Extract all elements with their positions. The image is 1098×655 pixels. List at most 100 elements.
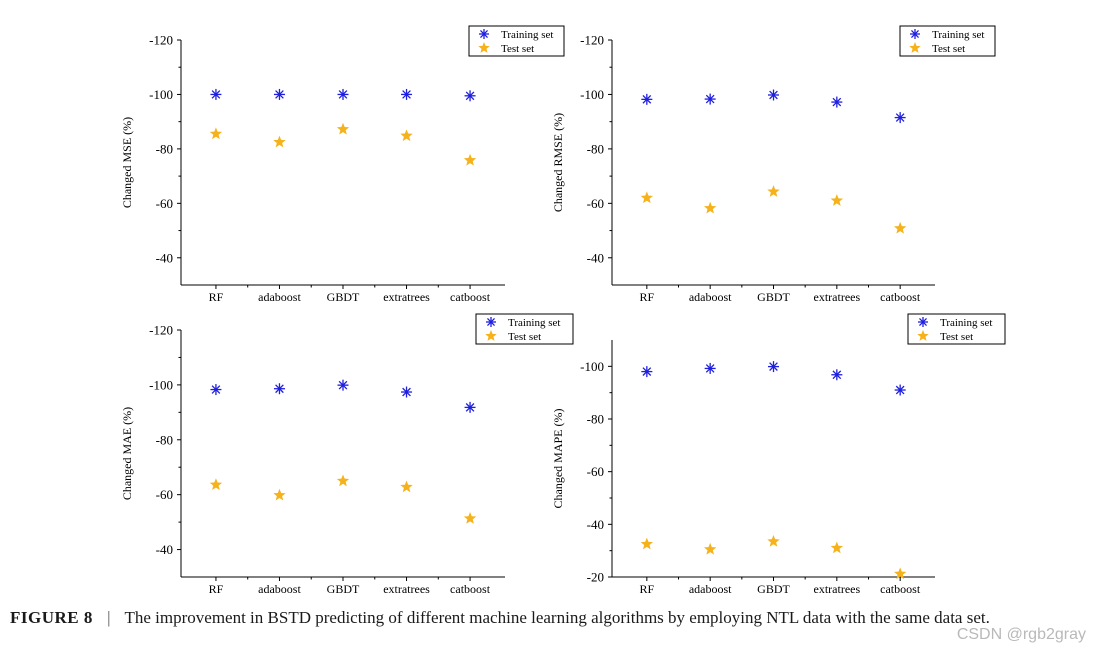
data-point-training-set (641, 366, 653, 378)
y-axis-label: Changed RMSE (%) (551, 113, 565, 212)
x-tick-label: GBDT (327, 290, 360, 304)
data-point-test-set (703, 201, 717, 214)
watermark: CSDN @rgb2gray (956, 626, 1086, 643)
legend-box (907, 313, 1006, 345)
x-tick-label: catboost (450, 582, 491, 596)
data-point-test-set (336, 122, 350, 135)
legend-label: Training set (932, 29, 984, 41)
y-tick-label: -100 (149, 87, 173, 102)
legend-label: Training set (501, 29, 553, 41)
legend-box (475, 313, 574, 345)
data-point-test-set (400, 129, 413, 142)
y-tick-label: -100 (149, 377, 173, 392)
legend-marker-test-set (478, 42, 490, 53)
x-tick-label: adaboost (689, 290, 732, 304)
x-tick-label: adaboost (258, 582, 301, 596)
data-point-test-set (273, 488, 286, 501)
legend-label: Training set (940, 317, 992, 329)
data-point-test-set (463, 512, 477, 524)
x-tick-label: catboost (450, 290, 491, 304)
data-point-training-set (768, 89, 779, 101)
y-tick-label: -80 (156, 432, 173, 447)
data-point-training-set (831, 96, 843, 108)
legend-label: Test set (940, 331, 973, 343)
chart-panel-2: -120 -100 -80 -60 -40 RF adaboost GBDT extratree… (551, 25, 996, 304)
data-point-training-set (894, 112, 906, 124)
legend-box (899, 25, 996, 57)
data-point-training-set (273, 88, 285, 100)
data-point-training-set (704, 362, 716, 374)
legend-marker-test-set (485, 330, 497, 341)
data-point-training-set (641, 93, 653, 105)
data-point-training-set (337, 379, 349, 391)
x-tick-label: RF (639, 582, 654, 596)
figure-charts: -120 -100 -80 -60 -40 RF adaboost GBDT extratree… (120, 25, 1006, 596)
y-axis-label: Changed MSE (%) (120, 117, 134, 208)
x-tick-label: extratrees (383, 582, 430, 596)
legend-label: Test set (932, 43, 965, 55)
x-tick-label: GBDT (757, 582, 790, 596)
data-point-training-set (704, 93, 716, 105)
legend-marker-test-set (917, 330, 929, 341)
y-tick-label: -60 (156, 487, 173, 502)
legend-label: Test set (501, 43, 534, 55)
legend-marker-training-set (486, 317, 496, 327)
x-tick-label: extratrees (814, 582, 861, 596)
y-tick-label: -120 (580, 33, 604, 48)
data-point-test-set (830, 194, 844, 206)
caption-text: The improvement in BSTD predicting of di… (124, 608, 990, 627)
data-point-training-set (401, 88, 413, 100)
data-point-training-set (210, 88, 222, 100)
data-point-training-set (894, 384, 906, 396)
data-point-test-set (463, 153, 477, 166)
caption-separator: | (107, 608, 111, 627)
y-axis-label: Changed MAPE (%) (551, 409, 565, 509)
y-tick-label: -60 (156, 196, 173, 211)
figure-caption: FIGURE 8 | The improvement in BSTD predi… (10, 608, 1090, 628)
figure-label: FIGURE 8 (10, 608, 93, 627)
y-tick-label: -80 (156, 141, 173, 156)
x-tick-label: adaboost (689, 582, 732, 596)
data-point-training-set (210, 384, 222, 396)
y-tick-label: -100 (580, 359, 604, 374)
legend-marker-training-set (918, 317, 928, 327)
legend-label: Training set (508, 317, 560, 329)
data-point-test-set (400, 480, 413, 493)
x-tick-label: GBDT (757, 290, 790, 304)
x-tick-label: extratrees (814, 290, 861, 304)
x-tick-label: RF (209, 290, 224, 304)
legend-marker-training-set (910, 29, 920, 39)
data-point-test-set (273, 135, 286, 148)
data-point-training-set (464, 401, 476, 413)
legend: Training set Test set (907, 313, 1006, 345)
data-point-test-set (893, 567, 907, 580)
y-tick-label: -100 (580, 87, 604, 102)
y-tick-label: -80 (587, 412, 604, 427)
x-tick-label: catboost (880, 582, 921, 596)
y-tick-label: -80 (587, 141, 604, 156)
data-point-training-set (464, 90, 476, 102)
legend: Training set Test set (475, 313, 574, 345)
data-point-test-set (640, 537, 654, 550)
data-point-test-set (209, 478, 223, 491)
y-tick-label: -60 (587, 196, 604, 211)
x-tick-label: RF (209, 582, 224, 596)
y-tick-label: -40 (587, 517, 604, 532)
legend: Training set Test set (468, 25, 565, 57)
data-point-test-set (209, 127, 223, 140)
data-point-test-set (336, 474, 350, 487)
chart-panel-1: -120 -100 -80 -60 -40 RF adaboost GBDT extratree… (120, 25, 565, 304)
y-axis-label: Changed MAE (%) (120, 407, 134, 500)
y-tick-label: -40 (156, 542, 173, 557)
x-tick-label: adaboost (258, 290, 301, 304)
data-point-test-set (640, 191, 654, 204)
legend-marker-test-set (909, 42, 921, 53)
data-point-test-set (767, 185, 780, 197)
legend-marker-training-set (479, 29, 489, 39)
y-tick-label: -40 (156, 250, 173, 265)
y-tick-label: -120 (149, 323, 173, 338)
data-point-training-set (401, 386, 413, 398)
data-point-test-set (703, 542, 717, 555)
legend: Training set Test set (899, 25, 996, 57)
data-point-training-set (337, 88, 349, 100)
